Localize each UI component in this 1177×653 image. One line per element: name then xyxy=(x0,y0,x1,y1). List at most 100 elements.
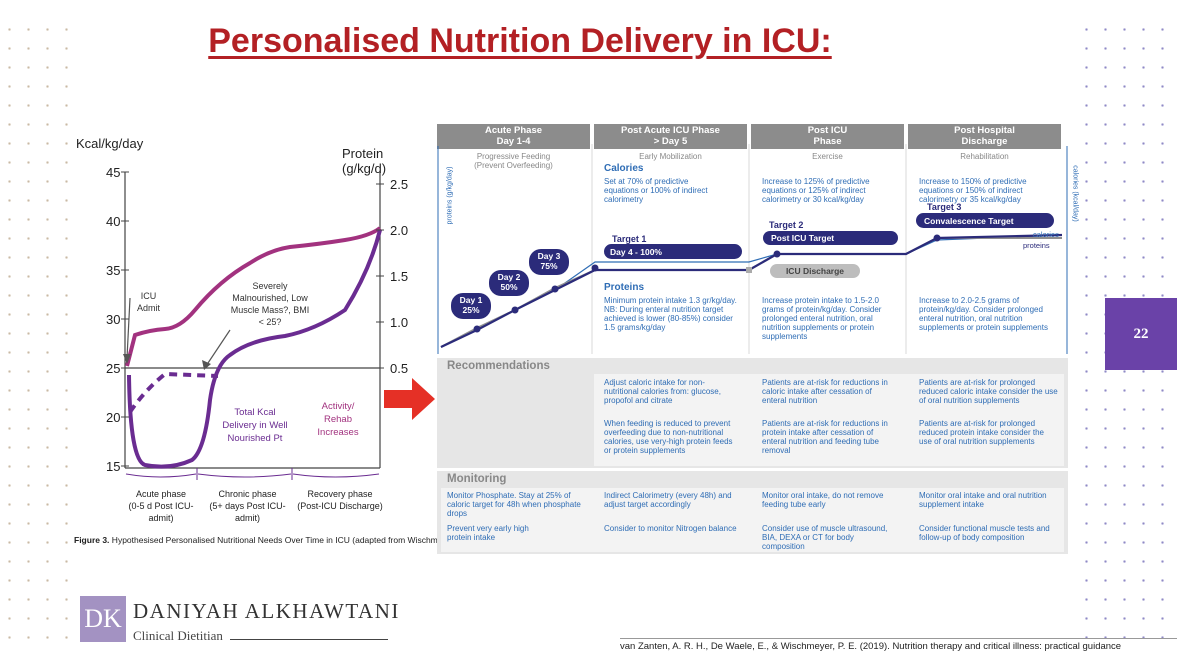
phase-sub-acute: Progressive Feeding (Prevent Overfeeding… xyxy=(474,152,553,170)
phase-label-acute: Acute phase (0-5 d Post ICU-admit) xyxy=(120,488,202,524)
proteins-title: Proteins xyxy=(604,282,645,293)
arrow-head xyxy=(123,354,131,364)
decorative-dot-grid-left xyxy=(0,20,70,640)
header-line: Discharge xyxy=(961,136,1008,147)
icu-admit-arrow xyxy=(126,297,131,359)
proteins-curve-label: proteins xyxy=(1023,241,1050,250)
mon-cell: Indirect Calorimetry (every 48h) and adj… xyxy=(604,491,732,509)
data-point xyxy=(773,250,781,258)
y-left-tick-label: 40 xyxy=(106,214,120,229)
annotation-line: Rehab xyxy=(324,414,352,425)
calories-text-2: Increase to 125% of predictive equations… xyxy=(762,177,870,204)
header-line: Phase xyxy=(813,136,842,147)
header-line: Post ICU xyxy=(807,125,848,136)
phase-header-post-icu: Post ICU Phase xyxy=(751,124,904,149)
phase-sub-post-acute: Early Mobilization xyxy=(639,152,702,161)
left-axis-label: proteins (g/kg/day) xyxy=(446,166,454,225)
figure-caption: Figure 3. Hypothesised Personalised Nutr… xyxy=(74,535,478,545)
y-right-tick-label: 2.0 xyxy=(390,223,408,238)
annotation-line: Total Kcal xyxy=(234,407,276,418)
y-right-tick-label: 1.5 xyxy=(390,269,408,284)
phase-label-recovery: Recovery phase (Post-ICU Discharge) xyxy=(295,488,385,512)
header-line: Post Hospital xyxy=(954,125,1015,136)
annotation-line: Muscle Mass?, BMI xyxy=(230,305,310,315)
phase-name: Acute phase xyxy=(135,489,187,499)
phase-label-chronic: Chronic phase (5+ days Post ICU-admit) xyxy=(200,488,295,524)
proteins-text-1: Minimum protein intake 1.3 gr/kg/day. NB… xyxy=(604,296,737,332)
mon-cell: Monitor oral intake, do not remove feedi… xyxy=(762,491,884,509)
lower-calorie-curve xyxy=(127,229,382,469)
author-role: Clinical Dietitian xyxy=(133,628,223,643)
arrow-head xyxy=(202,360,211,370)
mon-cell: Consider use of muscle ultrasound, BIA, … xyxy=(762,524,888,551)
page-number: 22 xyxy=(1133,325,1149,342)
author-name: DANIYAH ALKHAWTANI xyxy=(133,599,400,623)
progression-chart xyxy=(437,144,1068,354)
mon-cell: Consider functional muscle tests and fol… xyxy=(919,524,1050,542)
rec-cell: Adjust caloric intake for non-nutritiona… xyxy=(604,378,721,405)
caption-text: Hypothesised Personalised Nutritional Ne… xyxy=(109,535,479,545)
phase-detail: (0-5 d Post ICU-admit) xyxy=(128,501,194,523)
left-figure: 45 40 35 30 25 20 15 2.5 2.0 1.5 1.0 0.5 Kcal/kg/da… xyxy=(70,130,478,560)
calories-text-1: Set at 70% of predictive equations or 10… xyxy=(604,177,708,204)
phase-header-post-acute: Post Acute ICU Phase > Day 5 xyxy=(594,124,747,149)
upper-calorie-curve xyxy=(125,226,382,367)
annotation-line: Increases xyxy=(317,427,359,438)
day-3-bubble: Day 3 75% xyxy=(529,249,569,275)
header-line: Acute Phase xyxy=(484,125,543,136)
right-figure: Acute Phase Day 1-4 Post Acute ICU Phase… xyxy=(437,122,1079,554)
slide-title: Personalised Nutrition Delivery in ICU: xyxy=(208,22,832,60)
nutritional-needs-graph: 45 40 35 30 25 20 15 2.5 2.0 1.5 1.0 0.5 xyxy=(106,165,408,480)
monitoring-title: Monitoring xyxy=(447,473,507,485)
day-1-bubble: Day 1 25% xyxy=(451,293,491,319)
phase-sub-post-icu: Exercise xyxy=(812,152,843,161)
monitoring-panel xyxy=(441,488,1064,552)
target-2-pill: Post ICU Target xyxy=(763,231,898,245)
annotation-line: Activity/ xyxy=(321,401,355,412)
bubble-label: Day 2 xyxy=(497,272,521,282)
y-left-tick-label: 25 xyxy=(106,361,120,376)
logo-underline xyxy=(230,639,388,640)
y-left-tick-label: 35 xyxy=(106,263,120,278)
logo-mark: DK xyxy=(80,596,126,642)
bubble-pct: 25% xyxy=(462,305,480,315)
header-line: Post Acute ICU Phase xyxy=(621,125,720,136)
total-kcal-annotation: Total Kcal Delivery in Well Nourished Pt xyxy=(215,406,295,445)
y-left-tick-label: 20 xyxy=(106,410,120,425)
header-line: > Day 5 xyxy=(653,136,688,147)
target-3-pill: Convalescence Target xyxy=(916,213,1054,228)
y-right-tick-label: 0.5 xyxy=(390,361,408,376)
y-left-tick-label: 30 xyxy=(106,312,120,327)
annotation-line: Nourished Pt xyxy=(227,433,283,444)
annotation-line: Delivery in Well xyxy=(222,420,288,431)
mon-cell: Monitor Phosphate. Stay at 25% of calori… xyxy=(447,491,581,518)
recommendations-panel xyxy=(594,374,1064,466)
annotation-line: Malnourished, Low xyxy=(232,293,308,303)
red-arrow-icon xyxy=(384,378,435,420)
right-axis-label: calories (kcal/day) xyxy=(1071,165,1079,222)
y-left-tick-label: 15 xyxy=(106,459,120,474)
phase-name: Chronic phase xyxy=(218,489,277,499)
y-right-tick-label: 1.0 xyxy=(390,315,408,330)
data-point xyxy=(511,306,519,314)
target-2-label: Target 2 xyxy=(769,220,804,230)
annotation-line: ICU xyxy=(140,291,157,301)
phase-detail: (5+ days Post ICU-admit) xyxy=(209,501,286,523)
icu-discharge-pill: ICU Discharge xyxy=(770,264,860,278)
phase-header-post-hospital: Post Hospital Discharge xyxy=(908,124,1061,149)
target-1-label: Target 1 xyxy=(612,234,647,244)
proteins-text-3: Increase to 2.0-2.5 grams of protein/kg/… xyxy=(919,296,1048,332)
y-left-label: Kcal/kg/day xyxy=(76,136,144,151)
activity-annotation: Activity/ Rehab Increases xyxy=(308,400,368,439)
rec-cell: Patients are at-risk for reductions in p… xyxy=(762,419,888,455)
icu-discharge-marker xyxy=(746,267,752,273)
phase-name: Recovery phase xyxy=(307,489,373,499)
data-point xyxy=(591,264,599,272)
mon-cell: Monitor oral intake and oral nutrition s… xyxy=(919,491,1047,509)
data-point xyxy=(473,325,481,333)
data-point xyxy=(933,234,941,242)
mon-cell: Consider to monitor Nitrogen balance xyxy=(604,524,737,533)
caption-bold: Figure 3. xyxy=(74,535,110,545)
proteins-text-2: Increase protein intake to 1.5-2.0 grams… xyxy=(762,296,882,341)
y-right-tick-label: 2.5 xyxy=(390,177,408,192)
